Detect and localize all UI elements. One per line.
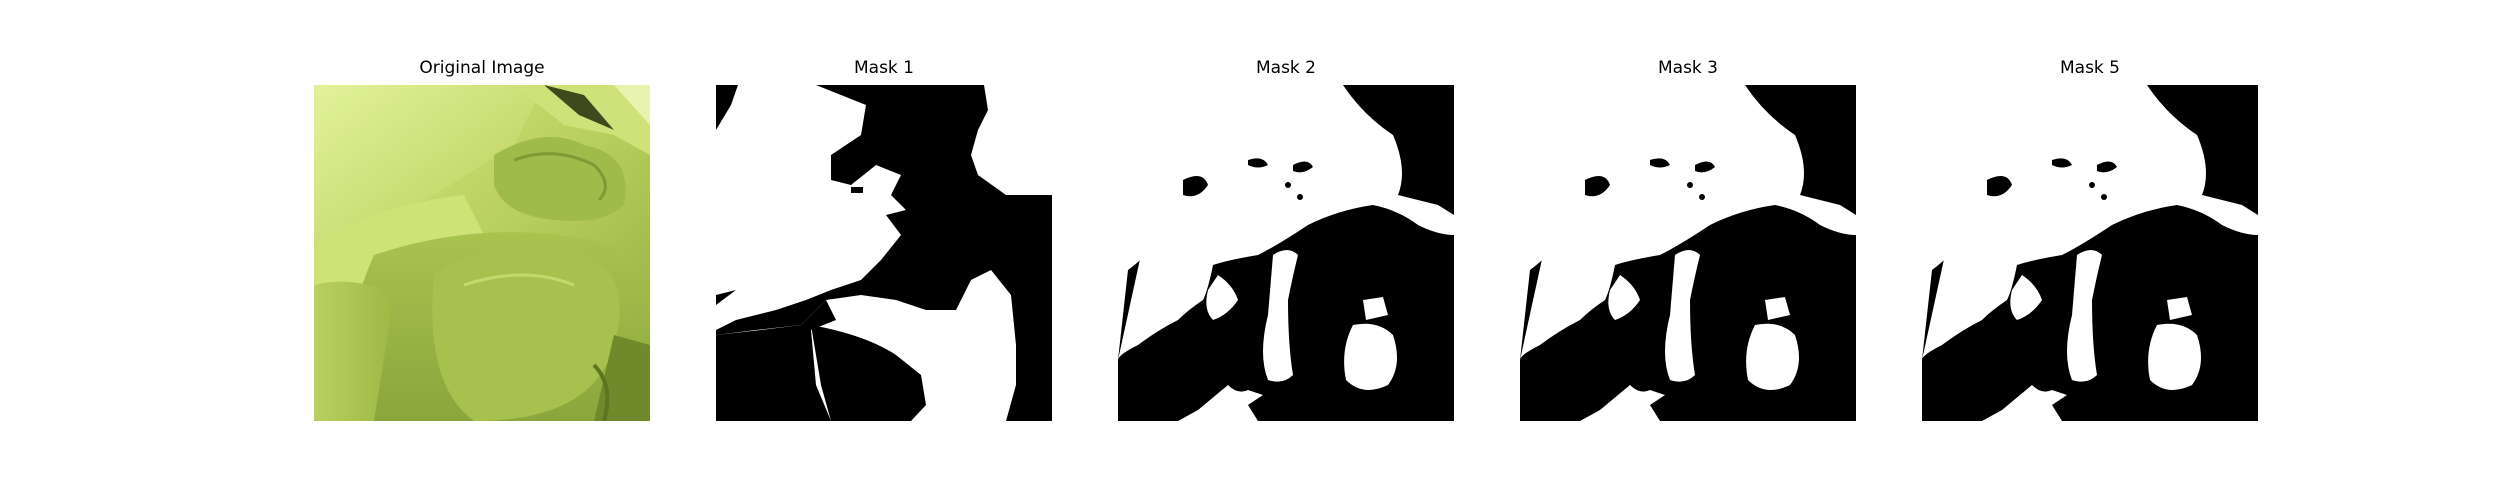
panel-title-mask-2: Mask 2 [1255, 58, 1316, 78]
panel-title-mask-3: Mask 3 [1657, 58, 1718, 78]
panel-title-mask-1: Mask 1 [853, 58, 914, 78]
mask-3-panel [1520, 85, 1856, 421]
panel-title-original: Original Image [419, 58, 545, 78]
mask-2-panel [1118, 85, 1454, 421]
mask-5-panel [1922, 85, 2258, 421]
mask-3-image [1520, 85, 1856, 421]
leaf-photo [314, 85, 650, 421]
panel-title-mask-5: Mask 5 [2059, 58, 2120, 78]
mask-1-panel [716, 85, 1052, 421]
mask-5-image [1922, 85, 2258, 421]
mask-1-image [716, 85, 1052, 421]
original-image-panel [314, 85, 650, 421]
mask-2-image [1118, 85, 1454, 421]
